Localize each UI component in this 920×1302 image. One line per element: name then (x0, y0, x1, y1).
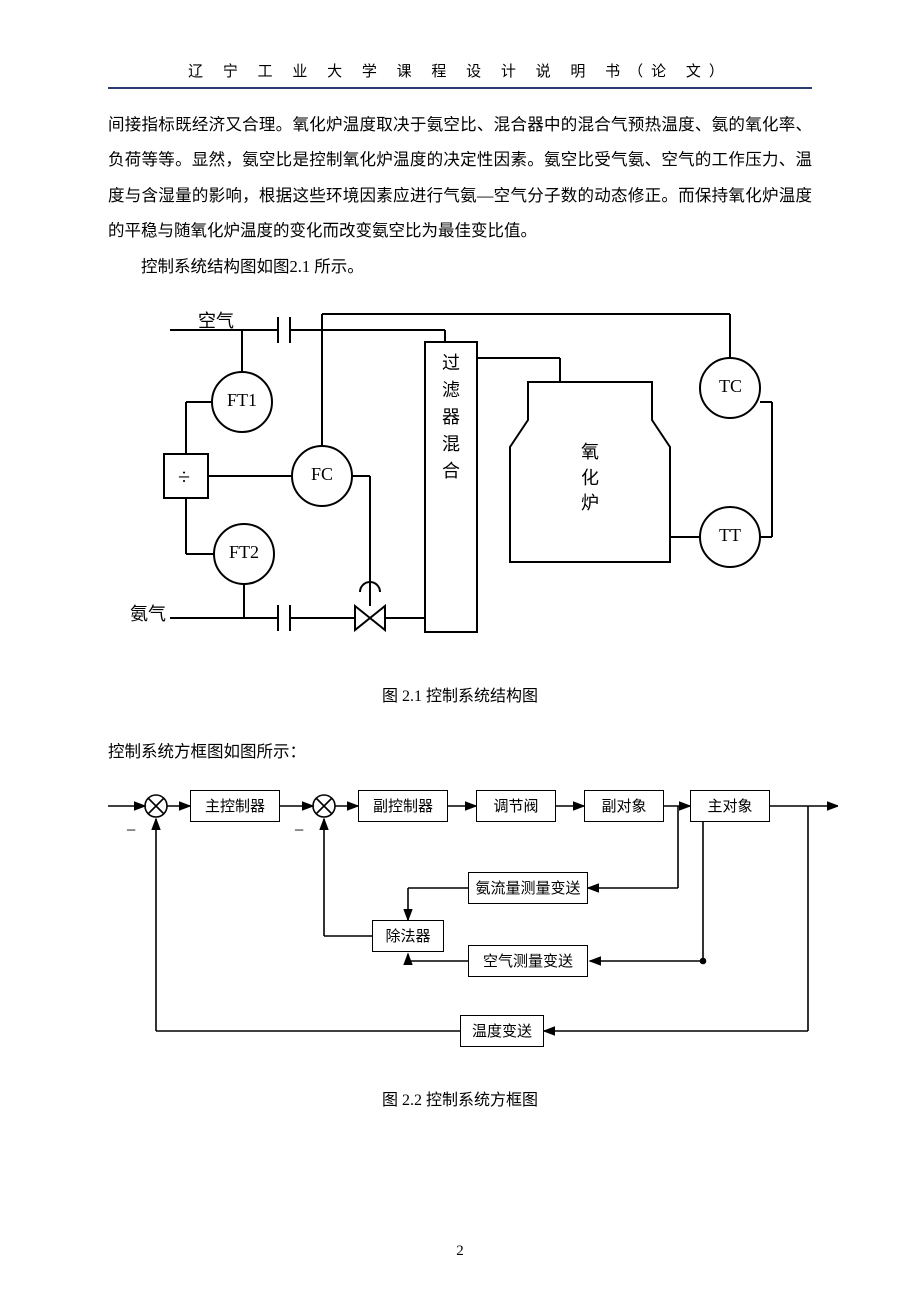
label-filter-mixer: 过 滤 器 混 合 (441, 350, 461, 485)
page-number: 2 (0, 1243, 920, 1260)
paragraph-2: 控制系统结构图如图2.1 所示。 (108, 249, 812, 284)
block-air-measure: 空气测量变送 (468, 945, 588, 977)
header-rule (108, 87, 812, 89)
paragraph-1: 间接指标既经济又合理。氧化炉温度取决于氨空比、混合器中的混合气预热温度、氨的氧化… (108, 107, 812, 249)
block-divider: 除法器 (372, 920, 444, 952)
figure-2-2: 主控制器 副控制器 调节阀 副对象 主对象 氨流量测量变送 除法器 空气测量变送… (108, 776, 838, 1076)
label-air: 空气 (198, 307, 234, 333)
block-main-controller: 主控制器 (190, 790, 280, 822)
block-sub-object: 副对象 (584, 790, 664, 822)
label-tc: TC (719, 376, 742, 397)
block-temp-measure: 温度变送 (460, 1015, 544, 1047)
label-furnace: 氧 化 炉 (580, 440, 600, 516)
figure-2-1: 空气 氨气 FT1 FT2 FC ÷ 过 滤 器 混 合 氧 化 炉 TC TT (130, 302, 790, 672)
block-sub-controller: 副控制器 (358, 790, 448, 822)
figure-2-2-caption: 图 2.2 控制系统方框图 (108, 1086, 812, 1110)
label-ft2: FT2 (229, 542, 259, 563)
figure-2-1-caption: 图 2.1 控制系统结构图 (108, 682, 812, 706)
label-ft1: FT1 (227, 390, 257, 411)
block-main-object: 主对象 (690, 790, 770, 822)
minus-sign-1: − (126, 820, 136, 841)
label-div: ÷ (178, 464, 190, 490)
label-nh3: 氨气 (130, 600, 166, 626)
running-head: 辽 宁 工 业 大 学 课 程 设 计 说 明 书（论 文） (108, 60, 812, 81)
label-fc: FC (311, 464, 333, 485)
minus-sign-2: − (294, 820, 304, 841)
label-tt: TT (719, 525, 741, 546)
block-valve: 调节阀 (476, 790, 556, 822)
block-nh3-measure: 氨流量测量变送 (468, 872, 588, 904)
paragraph-3: 控制系统方框图如图所示： (108, 734, 812, 769)
